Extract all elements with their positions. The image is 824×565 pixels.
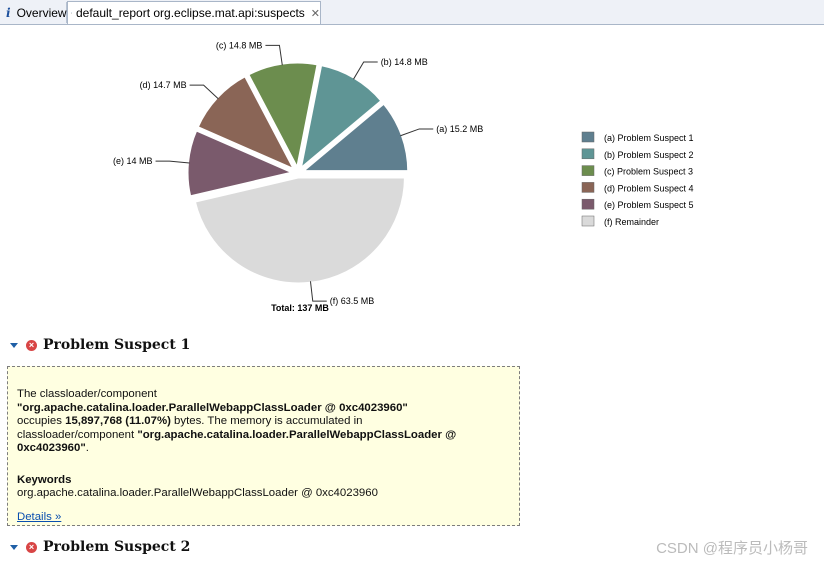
slice-value-label: (d) 14.7 MB: [140, 80, 187, 90]
slice-value-label: (c) 14.8 MB: [216, 40, 263, 50]
slice-leader-line: [155, 160, 190, 164]
legend-swatch: [581, 198, 595, 210]
slice-value-label: (e) 14 MB: [113, 156, 153, 166]
legend-entry-label: (c) Problem Suspect 3: [604, 167, 693, 177]
error-icon: ×: [26, 541, 37, 553]
close-icon[interactable]: ✕: [310, 7, 320, 20]
database-report-icon: [71, 12, 72, 14]
suspects-pie-chart: (a) 15.2 MB (b) 14.8 MB (c) 14.8 MB (d) 14.…: [113, 40, 694, 306]
legend-entry-label: (a) Problem Suspect 1: [604, 133, 694, 143]
tab-report-label: default_report org.eclipse.mat.api:suspe…: [75, 6, 305, 20]
problem-suspect-1-title: Problem Suspect 1: [43, 337, 191, 353]
problem-suspect-1-header[interactable]: × Problem Suspect 1: [10, 337, 190, 353]
legend-swatch: [581, 182, 595, 193]
accumulating-component: "org.apache.catalina.loader.ParallelWeba…: [17, 428, 457, 455]
slice-leader-line: [400, 128, 434, 137]
keywords-value: org.apache.catalina.loader.ParallelWebap…: [17, 487, 378, 499]
info-icon: i: [6, 5, 11, 20]
problem-suspect-2-header[interactable]: × Problem Suspect 2: [10, 539, 190, 555]
legend-entry-label: (e) Problem Suspect 5: [604, 200, 694, 210]
slice-value-label: (b) 14.8 MB: [381, 57, 428, 67]
details-link[interactable]: Details »: [17, 510, 62, 523]
slice-leader-line: [353, 61, 378, 80]
suspect-1-description-box: The classloader/component "org.apache.ca…: [7, 366, 520, 526]
tab-overview[interactable]: i Overview: [2, 2, 67, 23]
watermark: CSDN @程序员小杨哥: [656, 540, 808, 557]
chart-total-label: Total: 137 MB: [271, 303, 329, 313]
legend-swatch: [581, 165, 595, 176]
slice-value-label: (a) 15.2 MB: [436, 124, 483, 134]
slice-leader-line: [309, 281, 327, 302]
expand-triangle-icon[interactable]: [10, 544, 18, 550]
tab-suspects-report[interactable]: default_report org.eclipse.mat.api:suspe…: [67, 1, 321, 24]
keywords-heading: Keywords: [17, 473, 72, 486]
legend-swatch: [581, 148, 595, 160]
description-occupies: occupies 15,897,768 (11.07%) bytes. The …: [17, 415, 363, 427]
legend-entry-label: (b) Problem Suspect 2: [604, 150, 694, 160]
occupied-bytes: 15,897,768 (11.07%): [65, 415, 171, 427]
slice-leader-line: [265, 44, 283, 66]
legend-swatch: [581, 131, 595, 143]
problem-suspect-2-title: Problem Suspect 2: [43, 539, 191, 555]
pie-slice-f: [192, 175, 407, 286]
classloader-name: "org.apache.catalina.loader.ParallelWeba…: [17, 401, 408, 414]
editor-tab-bar: i Overview default_report org.eclipse.ma…: [0, 0, 824, 25]
expand-triangle-icon[interactable]: [10, 342, 18, 348]
legend-swatch: [581, 215, 595, 227]
slice-leader-line: [189, 84, 219, 100]
slice-value-label: (f) 63.5 MB: [330, 296, 375, 306]
error-icon: ×: [26, 339, 37, 351]
tab-overview-label: Overview: [16, 5, 67, 20]
description-line-1: The classloader/component: [17, 388, 157, 400]
description-accumulated: classloader/component "org.apache.catali…: [17, 428, 457, 455]
legend-entry-label: (d) Problem Suspect 4: [604, 183, 694, 193]
legend-entry-label: (f) Remainder: [604, 217, 659, 227]
